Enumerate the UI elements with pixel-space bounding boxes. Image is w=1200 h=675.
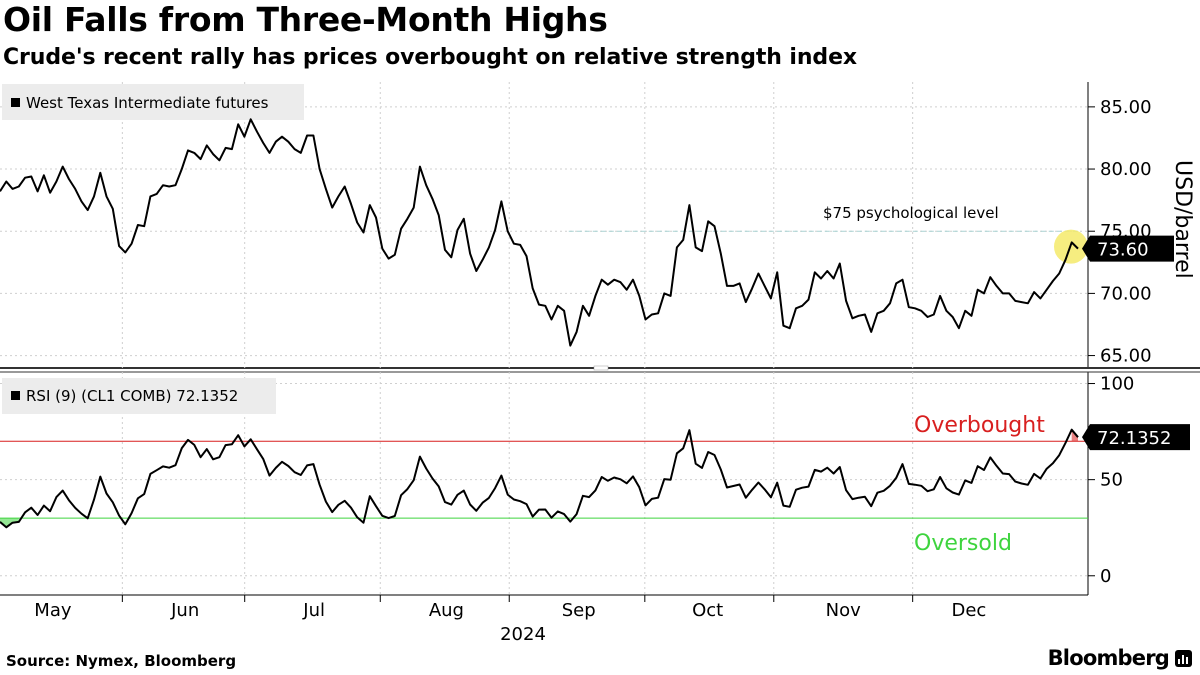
oversold-label: Oversold (914, 531, 1012, 556)
rsi-legend-label: RSI (9) (CL1 COMB) 72.1352 (26, 387, 238, 405)
month-label: Aug (429, 600, 464, 621)
year-label: 2024 (500, 624, 546, 645)
upper-ytick-label: 80.00 (1100, 159, 1152, 180)
wti-last-value-label: 73.60 (1097, 240, 1149, 261)
month-label: Nov (826, 600, 861, 621)
rsi-last-value-label: 72.1352 (1097, 428, 1171, 449)
month-label: Dec (951, 600, 986, 621)
psychological-level-label: $75 psychological level (823, 204, 999, 222)
source-note: Source: Nymex, Bloomberg (6, 652, 237, 670)
upper-ytick-label: 70.00 (1100, 283, 1152, 304)
brand-name: Bloomberg (1047, 646, 1170, 670)
wti-legend-marker (11, 98, 20, 107)
rsi-legend-marker (11, 391, 20, 400)
month-label: Oct (692, 600, 723, 621)
upper-ytick-label: 65.00 (1100, 346, 1152, 367)
upper-ytick-label: 85.00 (1100, 97, 1152, 118)
month-label: Jun (170, 600, 199, 621)
chart-subtitle: Crude's recent rally has prices overboug… (3, 45, 857, 70)
rsi-legend-box (2, 378, 276, 414)
overbought-label: Overbought (914, 413, 1045, 438)
wti-legend-box (2, 84, 304, 120)
month-label: Sep (562, 600, 596, 621)
month-label: May (34, 600, 72, 621)
rsi-line[interactable] (0, 428, 1079, 529)
wti-price-line[interactable] (0, 118, 1079, 347)
wti-legend-label: West Texas Intermediate futures (26, 94, 269, 112)
bloomberg-logo: Bloomberg (1048, 646, 1192, 670)
wti-last-value-tag: 73.60 (1082, 235, 1174, 262)
y-axis-title: USD/barrel (1170, 160, 1195, 279)
bloomberg-mark-icon (1175, 649, 1192, 667)
panel-drag-handle[interactable] (593, 365, 609, 371)
lower-ytick-label: 0 (1100, 566, 1111, 587)
lower-ytick-label: 100 (1100, 374, 1134, 395)
lower-ytick-label: 50 (1100, 470, 1123, 491)
month-label: Jul (302, 600, 325, 621)
rsi-last-value-tag: 72.1352 (1082, 424, 1190, 451)
chart-title: Oil Falls from Three-Month Highs (3, 0, 608, 39)
